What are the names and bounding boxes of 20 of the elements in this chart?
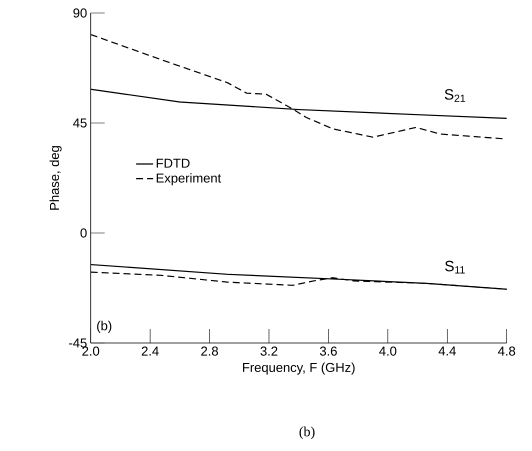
annotation: S$_{21}$ [444,89,466,102]
legend-label: FDTD [156,158,190,168]
x-tick-label: 3.2 [260,346,278,356]
x-tick-label: 2.8 [201,346,218,356]
x-tick-label: 4.0 [379,346,396,356]
annotation: S$_{11}$ [445,260,465,274]
y-tick-label: -45 [69,338,87,348]
y-tick-label: 0 [80,228,87,238]
x-tick-label: 2.0 [82,346,100,356]
x-axis-title: Frequency, F (GHz) [243,362,355,375]
text: (b) [300,426,315,440]
legend-label: Experiment [156,173,222,186]
y-tick-label: 90 [73,8,87,18]
y-tick-label: 45 [73,118,87,128]
x-tick-label: 4.8 [498,346,516,356]
x-tick-label: 2.4 [142,346,159,356]
y-axis-title: Phase, deg [50,146,62,210]
x-tick-label: 3.6 [320,346,337,356]
annotation: (b) [97,320,112,333]
x-tick-label: 4.4 [438,346,456,356]
